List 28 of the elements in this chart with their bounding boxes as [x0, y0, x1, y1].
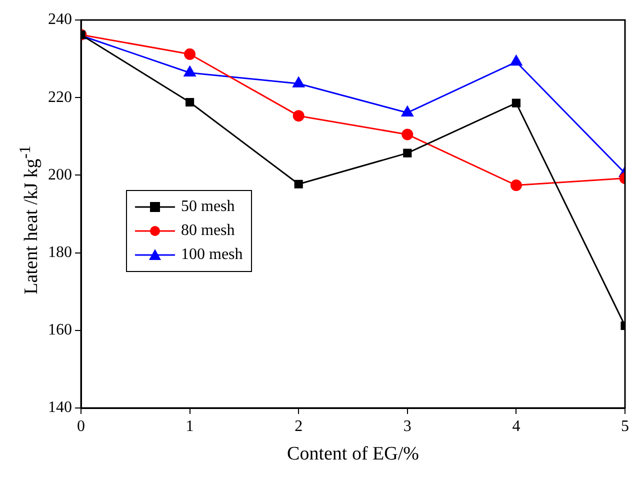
y-tick-label: 140 [48, 399, 72, 416]
legend-label: 80 mesh [181, 222, 235, 240]
legend-label: 50 mesh [181, 198, 235, 216]
y-tick-label: 240 [48, 11, 72, 28]
x-tick-label: 3 [403, 418, 412, 435]
point [292, 76, 305, 88]
y-tick-label: 200 [48, 166, 72, 184]
x-tick-label: 2 [294, 418, 303, 435]
x-axis-title: Content of EG/% [287, 444, 420, 465]
point [510, 180, 522, 192]
point [184, 48, 196, 60]
x-tick-label: 4 [512, 418, 520, 435]
y-tick-label: 220 [48, 88, 72, 106]
y-tick-label: 160 [48, 322, 72, 339]
point [402, 128, 414, 140]
legend-label: 100 mesh [181, 246, 243, 264]
y-tick-label: 180 [48, 244, 72, 262]
x-tick-label: 5 [621, 418, 629, 435]
point [401, 106, 414, 116]
x-tick-label: 1 [186, 418, 194, 435]
point [512, 98, 520, 108]
point [184, 66, 196, 77]
point [292, 110, 304, 122]
point [186, 98, 194, 107]
point [403, 148, 412, 158]
x-tick-label: 0 [77, 418, 85, 435]
point [510, 55, 522, 66]
point [294, 180, 303, 188]
